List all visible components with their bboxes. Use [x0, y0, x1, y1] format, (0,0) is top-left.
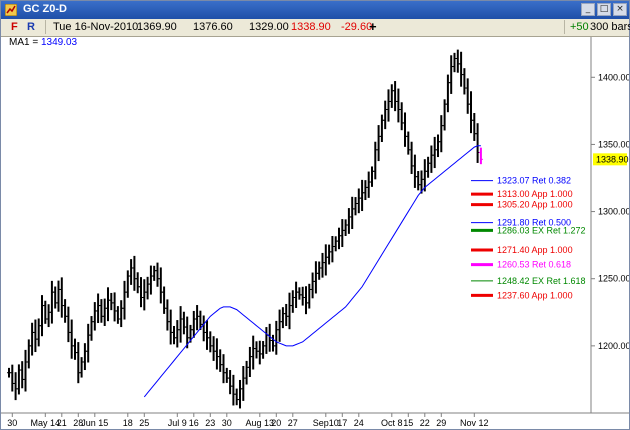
level-label: 1291.80 Ret 0.500	[497, 218, 571, 228]
y-tick-label: 1250.00	[598, 274, 629, 284]
ma-label-text: MA1 =	[9, 37, 41, 48]
last-price-label: 1338.90	[596, 154, 629, 164]
level-label: 1286.03 EX Ret 1.272	[497, 225, 586, 235]
ohlc-bar	[478, 147, 483, 165]
level-marker: 1271.40 App 1.000	[471, 245, 573, 255]
level-label: 1260.53 Ret 0.618	[497, 260, 571, 270]
level-label: 1323.07 Ret 0.382	[497, 176, 571, 186]
price-chart[interactable]: 1323.07 Ret 0.382 1313.00 App 1.0001305.2…	[1, 37, 629, 429]
x-tick-label: 27	[288, 418, 298, 428]
level-marker: 1260.53 Ret 0.618	[471, 260, 571, 270]
level-label: 1305.20 App 1.000	[497, 200, 573, 210]
x-tick-label: May 14	[31, 418, 61, 428]
toolbar-divider	[45, 20, 46, 34]
open-price: 1369.90	[137, 21, 177, 33]
plus-icon[interactable]: +	[369, 19, 377, 34]
bar-date: Tue 16-Nov-2010	[53, 21, 139, 33]
x-tick-label: Nov 12	[460, 418, 489, 428]
x-tick-label: Jul 9	[168, 418, 187, 428]
title-bar[interactable]: GC Z0-D _ □ ×	[1, 1, 629, 19]
maximize-button[interactable]: □	[597, 3, 611, 16]
ma-value: 1349.03	[41, 37, 78, 48]
x-tick-label: 16	[189, 418, 199, 428]
ohlc-bars	[7, 49, 483, 409]
x-tick-label: 29	[436, 418, 446, 428]
window-title: GC Z0-D	[23, 3, 67, 15]
low-price: 1329.00	[249, 21, 289, 33]
level-marker: 1248.42 EX Ret 1.618	[471, 276, 586, 286]
moving-average-line	[143, 145, 481, 398]
x-tick-label: 24	[354, 418, 364, 428]
y-tick-label: 1400.00	[598, 72, 629, 82]
x-tick-label: Jun 15	[81, 418, 108, 428]
high-price: 1376.60	[193, 21, 233, 33]
bar-count: 300 bars	[590, 21, 630, 33]
fib-levels: 1323.07 Ret 0.382 1313.00 App 1.0001305.2…	[471, 176, 586, 300]
chart-background	[1, 37, 629, 429]
x-tick-label: 28	[73, 418, 83, 428]
level-marker: 1286.03 EX Ret 1.272	[471, 225, 586, 235]
f-button[interactable]: F	[11, 21, 18, 33]
level-marker: 1237.60 App 1.000	[471, 290, 573, 300]
x-tick-label: 23	[205, 418, 215, 428]
x-tick-label: Sep10	[313, 418, 339, 428]
x-tick-label: 30	[222, 418, 232, 428]
level-label: 1313.00 App 1.000	[497, 189, 573, 199]
x-tick-label: Oct 8	[381, 418, 403, 428]
chart-window-icon	[5, 4, 17, 16]
y-tick-label: 1350.00	[598, 139, 629, 149]
minimize-button[interactable]: _	[581, 3, 595, 16]
quote-toolbar: F R Tue 16-Nov-2010 1369.90 1376.60 1329…	[1, 19, 630, 37]
x-tick-label: Aug 13	[246, 418, 275, 428]
x-tick-label: 22	[420, 418, 430, 428]
r-button[interactable]: R	[27, 21, 35, 33]
y-tick-label: 1200.00	[598, 341, 629, 351]
x-tick-label: 25	[139, 418, 149, 428]
y-axis: 1400.00 1350.00 1300.00 1250.00 1200.00	[591, 72, 629, 351]
x-tick-label: 18	[123, 418, 133, 428]
toolbar-divider	[564, 20, 565, 34]
level-marker: 1323.07 Ret 0.382	[471, 176, 571, 186]
ma-indicator-label: MA1 = 1349.03	[9, 37, 78, 48]
y-tick-label: 1300.00	[598, 207, 629, 217]
x-tick-label: 21	[57, 418, 67, 428]
close-price: 1338.90	[291, 21, 331, 33]
level-label: 1237.60 App 1.000	[497, 290, 573, 300]
bar-offset: +50	[570, 21, 589, 33]
x-tick-label: 30	[7, 418, 17, 428]
close-button[interactable]: ×	[613, 3, 627, 16]
x-tick-label: 17	[337, 418, 347, 428]
level-marker: 1305.20 App 1.000	[471, 200, 573, 210]
net-change: -29.60	[341, 21, 373, 33]
x-tick-label: 15	[403, 418, 413, 428]
last-price-box	[593, 153, 627, 166]
level-label: 1271.40 App 1.000	[497, 245, 573, 255]
level-marker: 1291.80 Ret 0.500	[471, 218, 571, 228]
level-label: 1248.42 EX Ret 1.618	[497, 276, 586, 286]
level-marker: 1313.00 App 1.000	[471, 189, 573, 199]
x-tick-label: 20	[271, 418, 281, 428]
